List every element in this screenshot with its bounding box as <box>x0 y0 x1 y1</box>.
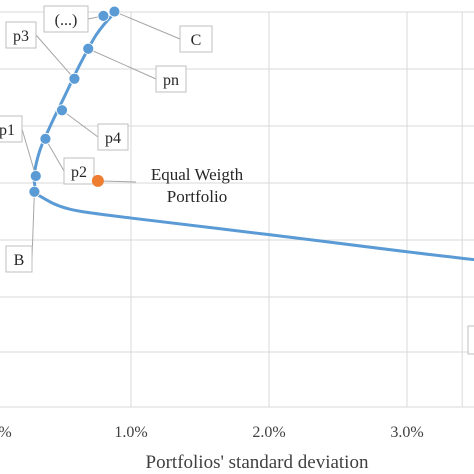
callout-box <box>0 115 23 143</box>
point-callouts: C (...) pn p3 p4 p2 p1 B <box>0 5 474 355</box>
callout-box <box>5 245 33 273</box>
portfolio-markers <box>28 5 121 198</box>
portfolio-marker <box>39 132 52 145</box>
callout-leader <box>88 48 157 80</box>
callout-leader <box>45 138 65 172</box>
point-label: p4 <box>105 130 121 147</box>
x-axis-ticks: % 1.0% 2.0% 3.0% <box>0 424 424 441</box>
x-axis-label: Portfolios' standard deviation <box>146 452 369 473</box>
portfolio-marker <box>108 5 121 18</box>
x-tick-label: 1.0% <box>114 424 147 441</box>
portfolio-marker <box>97 9 110 22</box>
callout-box <box>43 5 89 33</box>
equal-weight-label-line-2: Portfolio <box>167 187 227 206</box>
callout-box <box>5 21 37 49</box>
portfolio-marker <box>29 170 42 182</box>
x-tick-label: 3.0% <box>390 424 423 441</box>
point-label: B <box>14 252 25 269</box>
equal-weight-label-line-1: Equal Weigth <box>151 165 244 184</box>
callout-box <box>63 157 95 185</box>
portfolio-marker <box>68 72 81 85</box>
point-label: p1 <box>0 122 15 139</box>
portfolio-marker <box>28 185 41 198</box>
callout-box <box>97 123 129 151</box>
point-label: p2 <box>71 164 87 181</box>
point-label: C <box>191 32 202 49</box>
equal-weight-leader <box>97 180 137 183</box>
x-tick-label: 2.0% <box>252 424 285 441</box>
partial-callout-box <box>467 325 474 355</box>
point-label: pn <box>163 72 179 89</box>
x-tick-label: % <box>0 424 12 441</box>
point-label: p3 <box>13 28 29 45</box>
portfolio-marker <box>82 42 95 55</box>
callout-leader <box>21 128 37 177</box>
callout-leader <box>114 11 181 40</box>
equal-weight-group: Equal Weigth Portfolio <box>91 165 244 206</box>
equal-weight-marker <box>91 174 104 187</box>
callout-box <box>155 65 187 93</box>
callout-leader <box>61 109 99 138</box>
callout-box <box>179 25 213 53</box>
portfolio-marker <box>56 104 68 117</box>
callout-leader <box>35 34 75 80</box>
point-label: (...) <box>55 12 78 29</box>
